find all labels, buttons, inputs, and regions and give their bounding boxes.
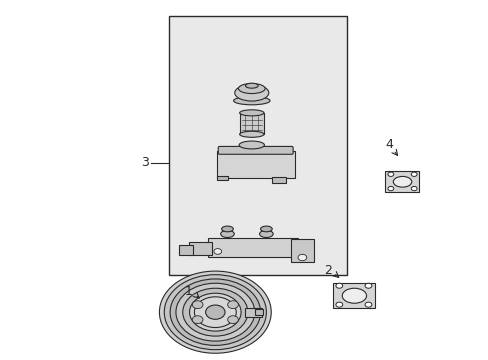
Bar	[179, 245, 193, 255]
Bar	[272, 177, 285, 183]
Circle shape	[365, 302, 371, 307]
Circle shape	[176, 283, 254, 341]
Circle shape	[189, 293, 241, 331]
Ellipse shape	[239, 131, 264, 137]
Text: 1: 1	[184, 285, 192, 298]
Bar	[255, 309, 263, 315]
Ellipse shape	[239, 141, 264, 149]
Text: 2: 2	[323, 264, 331, 276]
Circle shape	[170, 279, 260, 345]
Circle shape	[192, 301, 203, 309]
Circle shape	[164, 275, 266, 350]
Bar	[169, 16, 346, 275]
Ellipse shape	[234, 85, 268, 101]
Ellipse shape	[342, 288, 366, 303]
Circle shape	[159, 271, 271, 353]
Circle shape	[297, 254, 306, 261]
Ellipse shape	[238, 84, 264, 94]
Ellipse shape	[259, 230, 273, 238]
FancyBboxPatch shape	[218, 147, 292, 154]
Ellipse shape	[245, 83, 258, 88]
Circle shape	[205, 305, 224, 319]
Circle shape	[365, 283, 371, 288]
Bar	[207, 238, 297, 257]
Bar	[245, 307, 261, 317]
Circle shape	[410, 172, 416, 176]
Ellipse shape	[392, 176, 411, 187]
Bar	[239, 113, 264, 134]
Circle shape	[335, 283, 342, 288]
Bar	[290, 239, 313, 262]
Circle shape	[335, 302, 342, 307]
Circle shape	[194, 297, 236, 328]
Circle shape	[213, 249, 221, 254]
Circle shape	[410, 186, 416, 191]
Ellipse shape	[239, 110, 264, 116]
Bar	[216, 151, 294, 178]
Ellipse shape	[220, 230, 234, 238]
Circle shape	[227, 316, 238, 324]
Circle shape	[192, 316, 203, 324]
Ellipse shape	[260, 226, 272, 232]
Bar	[384, 171, 418, 192]
Bar	[188, 242, 211, 255]
Circle shape	[387, 186, 393, 191]
Bar	[332, 283, 374, 308]
Text: 3: 3	[141, 156, 148, 169]
Ellipse shape	[233, 96, 269, 105]
Text: 4: 4	[385, 139, 392, 152]
Circle shape	[227, 301, 238, 309]
Bar	[216, 176, 227, 180]
Ellipse shape	[221, 226, 233, 232]
Circle shape	[183, 288, 247, 336]
Circle shape	[387, 172, 393, 176]
